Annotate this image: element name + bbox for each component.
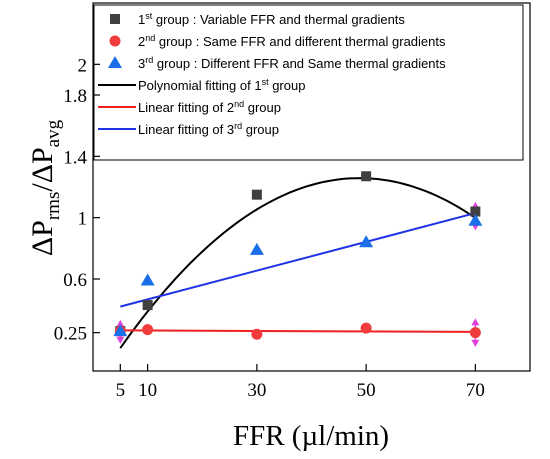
error-bar-cap xyxy=(471,318,480,326)
x-tick-label: 70 xyxy=(466,380,485,401)
legend-label-text: group : Variable FFR and thermal gradien… xyxy=(152,12,405,27)
error-bar-cap xyxy=(116,336,125,344)
legend-label-superscript: st xyxy=(145,11,153,21)
legend-label-text: group xyxy=(269,78,306,93)
x-axis-title: FFR (µl/min) xyxy=(233,420,389,452)
legend-label-text: group : Same FFR and different thermal g… xyxy=(155,34,446,49)
legend-label-superscript: st xyxy=(262,77,270,87)
y-tick-label: 2 xyxy=(78,55,88,76)
x-tick-label: 30 xyxy=(247,380,266,401)
legend-label-text: group xyxy=(244,100,281,115)
legend-label-superscript: rd xyxy=(145,55,153,65)
data-point-group1 xyxy=(361,171,372,182)
x-tick-label: 5 xyxy=(116,380,126,401)
plot-frame xyxy=(92,2,531,372)
x-tick-label: 50 xyxy=(357,380,376,401)
data-point-group3 xyxy=(140,273,155,286)
data-point-group3 xyxy=(359,235,374,248)
legend-label-lin2: Linear fitting of 2nd group xyxy=(138,99,281,115)
y-tick-label: 0.25 xyxy=(54,324,87,345)
data-point-group2 xyxy=(469,327,481,339)
fit-line-poly1 xyxy=(119,177,476,349)
legend-label-lin3: Linear fitting of 3rd group xyxy=(138,121,279,137)
legend-swatch-group1 xyxy=(110,14,120,24)
legend-label-superscript: nd xyxy=(234,99,244,109)
legend-label-text: 2 xyxy=(138,34,145,49)
y-tick-label: 0.6 xyxy=(63,270,87,291)
fit-line-lin3 xyxy=(120,212,476,308)
error-bar-cap xyxy=(471,339,480,347)
error-bar-cap xyxy=(116,319,125,327)
fit-line-lin2 xyxy=(120,329,476,333)
data-point-group2 xyxy=(142,324,154,336)
legend-label-group1: 1st group : Variable FFR and thermal gra… xyxy=(138,11,405,27)
data-point-group2 xyxy=(360,322,372,334)
legend-label-poly1: Polynomial fitting of 1st group xyxy=(138,77,305,93)
y-tick-label: 1.8 xyxy=(63,86,87,107)
legend-label-text: 1 xyxy=(138,12,145,27)
legend-label-text: group xyxy=(242,122,279,137)
legend-label-text: 3 xyxy=(138,56,145,71)
legend-label-group3: 3rd group : Different FFR and Same therm… xyxy=(138,55,446,71)
data-point-group3 xyxy=(468,213,483,226)
data-point-group1 xyxy=(470,206,481,217)
legend-label-superscript: rd xyxy=(234,121,242,131)
legend-swatch-group3 xyxy=(108,56,122,68)
data-point-group2 xyxy=(251,328,263,340)
legend-label-text: Polynomial fitting of 1 xyxy=(138,78,262,93)
legend-label-text: Linear fitting of 2 xyxy=(138,100,234,115)
y-tick-label: 1.4 xyxy=(63,147,87,168)
y-tick-label: 1 xyxy=(78,209,88,230)
legend-label-text: group : Different FFR and Same thermal g… xyxy=(153,56,446,71)
legend-label-group2: 2nd group : Same FFR and different therm… xyxy=(138,33,446,49)
x-tick-label: 10 xyxy=(138,380,157,401)
y-axis-title: ΔPrms/ΔPavg xyxy=(26,119,64,256)
legend-label-text: Linear fitting of 3 xyxy=(138,122,234,137)
data-point-group3 xyxy=(113,324,128,337)
legend-label-superscript: nd xyxy=(145,33,155,43)
data-point-group1 xyxy=(251,189,262,200)
legend-box xyxy=(93,4,524,161)
data-point-group3 xyxy=(249,242,264,255)
data-point-group1 xyxy=(142,300,153,311)
legend-swatch-group2 xyxy=(109,35,121,47)
